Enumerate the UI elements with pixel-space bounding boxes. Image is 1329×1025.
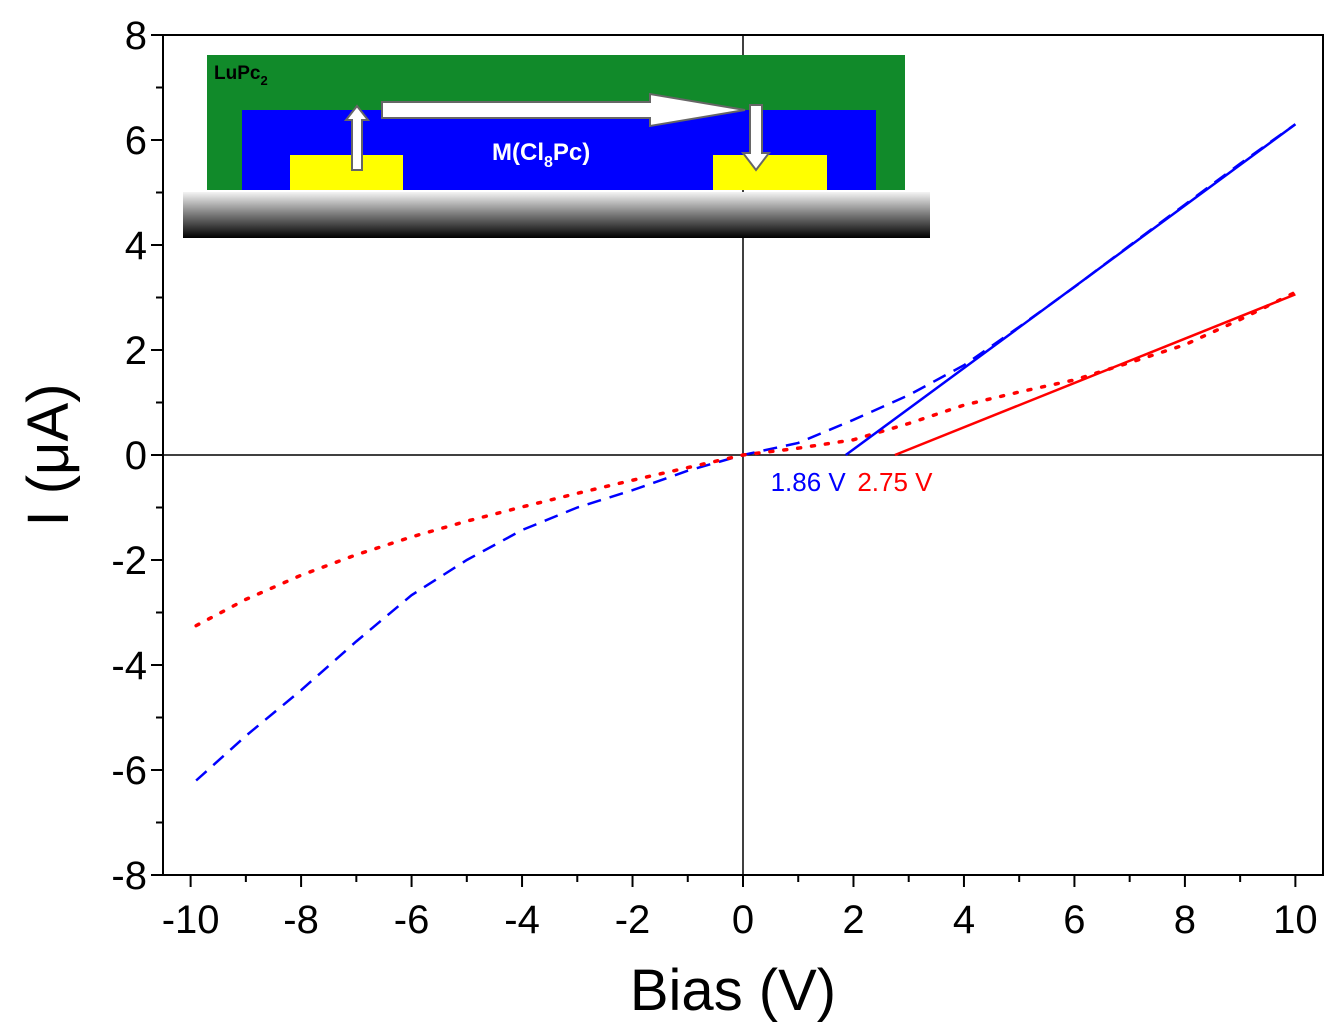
y-tick-label: -4 (111, 644, 147, 688)
y-tick-label: -6 (111, 749, 147, 793)
y-axis-label: I (μA) (16, 384, 81, 527)
arrow-right (381, 92, 746, 128)
x-tick-label: 10 (1273, 898, 1318, 942)
x-tick-label: 8 (1174, 898, 1196, 942)
x-tick-label: 4 (953, 898, 975, 942)
y-tick-label: 6 (125, 119, 147, 163)
x-tick-label: -4 (504, 898, 540, 942)
x-tick-label: 0 (732, 898, 754, 942)
x-tick-label: -8 (283, 898, 319, 942)
y-tick-label: 4 (125, 224, 147, 268)
x-tick-label: -10 (162, 898, 220, 942)
annotation: 1.86 V (771, 467, 847, 497)
x-tick-label: 2 (842, 898, 864, 942)
electrode (713, 155, 827, 190)
inset-diagram: LuPc2 M(Cl8Pc) (183, 55, 930, 238)
arrow-up (343, 104, 371, 171)
x-tick-label: -6 (394, 898, 430, 942)
inset-label: LuPc2 (214, 63, 268, 88)
arrow-down (740, 104, 772, 172)
y-tick-label: 8 (125, 14, 147, 58)
series-line (845, 123, 1297, 457)
y-tick-label: 0 (125, 434, 147, 478)
substrate (183, 192, 930, 238)
inset-label: M(Cl8Pc) (492, 139, 590, 171)
series-line (894, 293, 1296, 457)
y-tick-label: -2 (111, 539, 147, 583)
x-tick-label: -2 (615, 898, 651, 942)
annotation: 2.75 V (857, 467, 933, 497)
y-tick-label: -8 (111, 854, 147, 898)
x-tick-label: 6 (1063, 898, 1085, 942)
y-tick-label: 2 (125, 329, 147, 373)
x-axis-label: Bias (V) (630, 958, 836, 1023)
electrode (290, 155, 403, 190)
series-line (194, 290, 1298, 628)
